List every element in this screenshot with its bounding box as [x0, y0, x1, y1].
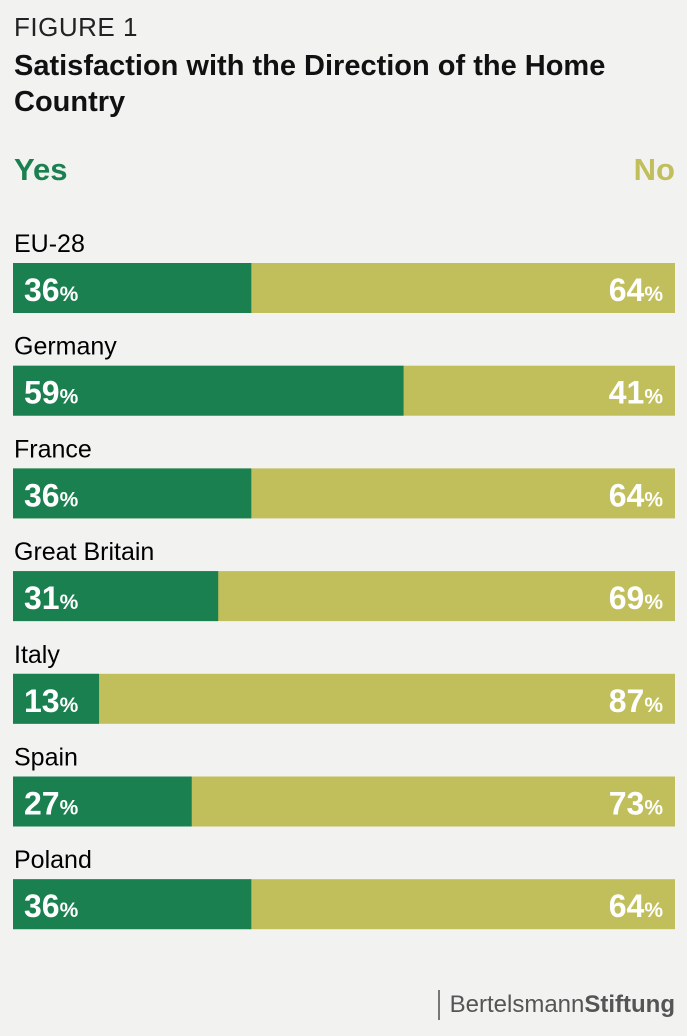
category-label: France: [14, 435, 92, 463]
category-label: Italy: [14, 641, 60, 669]
brand-logo: BertelsmannStiftung: [437, 990, 675, 1020]
category-label: Poland: [14, 846, 92, 874]
bar-yes: [13, 673, 100, 724]
value-label-yes: 59%: [24, 375, 79, 411]
legend-no: No: [633, 152, 675, 187]
legend-yes: Yes: [14, 152, 68, 187]
value-label-no: 64%: [609, 477, 664, 513]
category-label: Germany: [14, 333, 117, 361]
bar-yes: [13, 571, 219, 622]
figure-label: FIGURE 1: [14, 12, 138, 42]
bar-no: [13, 673, 675, 724]
category-label: Spain: [14, 744, 78, 772]
bar-yes: [13, 263, 252, 313]
brand-bold: Stiftung: [584, 991, 675, 1018]
value-label-yes: 13%: [24, 683, 79, 719]
brand-light: Bertelsmann: [449, 991, 585, 1018]
bar-yes: [13, 365, 404, 416]
category-label: Great Britain: [14, 538, 154, 566]
category-label: EU-28: [14, 230, 85, 258]
chart-title: Satisfaction with the Direction of the H…: [14, 50, 606, 118]
value-label-no: 64%: [609, 272, 664, 308]
bar-yes: [13, 468, 252, 519]
bar-yes: [13, 879, 252, 930]
bar-yes: [13, 776, 192, 827]
